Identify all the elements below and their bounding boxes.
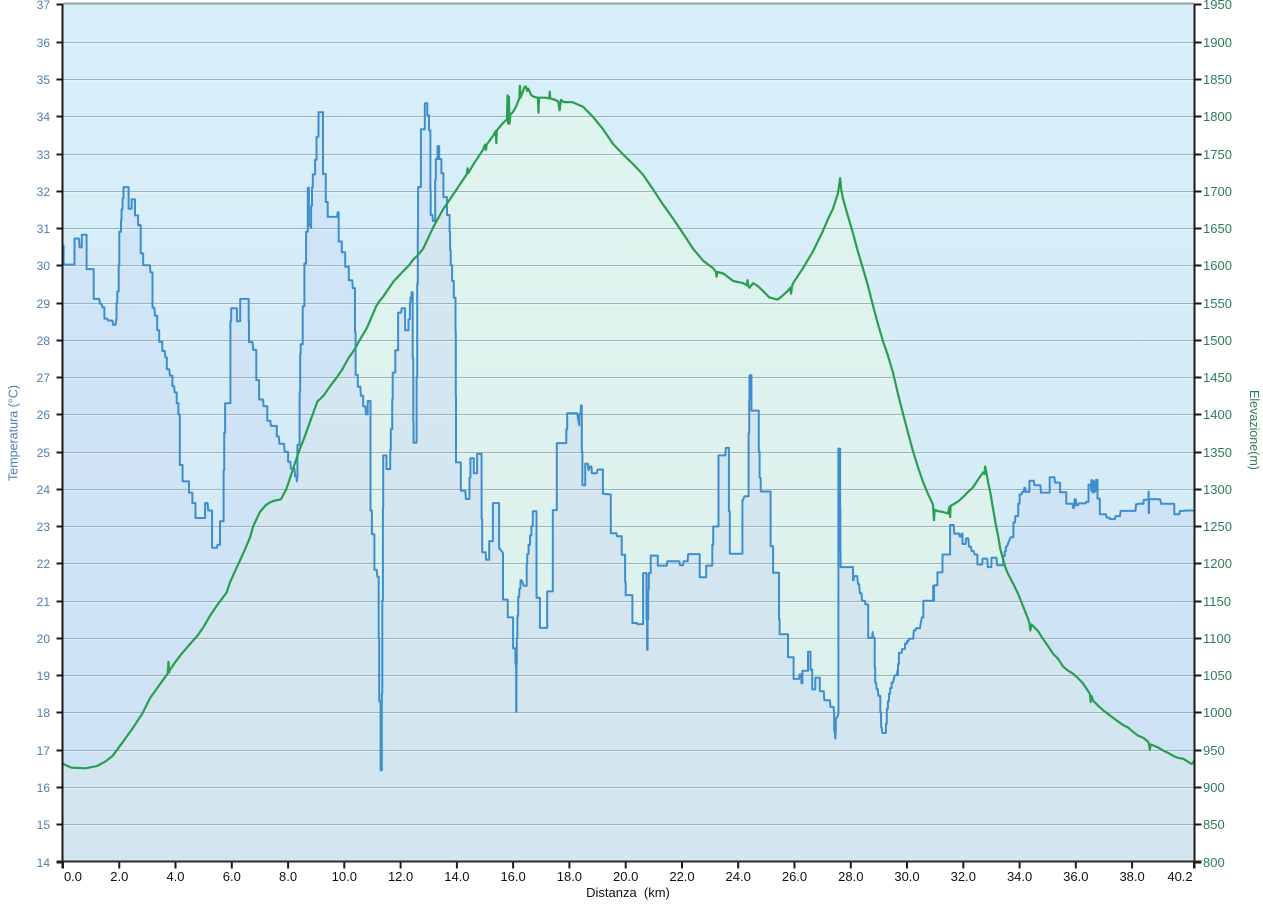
svg-text:Elevazione(m): Elevazione(m) [1247,390,1261,470]
svg-text:22.0: 22.0 [669,869,694,884]
svg-text:950: 950 [1203,743,1225,758]
svg-text:Temperatura (°C): Temperatura (°C) [7,385,21,481]
svg-text:1700: 1700 [1203,184,1232,199]
svg-text:36.0: 36.0 [1063,869,1088,884]
svg-text:14.0: 14.0 [444,869,469,884]
svg-text:0.0: 0.0 [64,869,82,884]
svg-text:1850: 1850 [1203,72,1232,87]
svg-text:22: 22 [37,557,51,571]
svg-text:Distanza (km): Distanza (km) [586,885,670,900]
svg-text:1900: 1900 [1203,35,1232,50]
svg-text:8.0: 8.0 [279,869,297,884]
svg-text:23: 23 [37,520,51,534]
svg-text:20: 20 [37,632,51,646]
svg-text:18.0: 18.0 [557,869,582,884]
svg-text:26.0: 26.0 [782,869,807,884]
svg-text:1450: 1450 [1203,370,1232,385]
svg-text:16: 16 [37,781,51,795]
svg-text:1750: 1750 [1203,147,1232,162]
svg-text:4.0: 4.0 [166,869,184,884]
svg-text:26: 26 [37,408,51,422]
svg-text:1350: 1350 [1203,445,1232,460]
svg-text:38.0: 38.0 [1119,869,1144,884]
svg-text:36: 36 [37,36,51,50]
svg-text:31: 31 [37,222,51,236]
svg-text:1200: 1200 [1203,556,1232,571]
svg-text:14: 14 [37,856,51,870]
svg-text:25: 25 [37,446,51,460]
svg-text:1650: 1650 [1203,221,1232,236]
svg-text:1600: 1600 [1203,258,1232,273]
svg-text:27: 27 [37,371,51,385]
svg-text:18: 18 [37,706,51,720]
svg-text:15: 15 [37,818,51,832]
svg-text:1150: 1150 [1203,594,1231,609]
svg-text:19: 19 [37,669,51,683]
svg-text:1250: 1250 [1203,519,1232,534]
svg-text:1300: 1300 [1203,482,1232,497]
svg-text:35: 35 [37,73,51,87]
svg-text:1550: 1550 [1203,296,1232,311]
svg-text:2.0: 2.0 [110,869,128,884]
svg-text:16.0: 16.0 [500,869,525,884]
svg-text:1950: 1950 [1203,0,1232,12]
svg-text:32.0: 32.0 [951,869,976,884]
svg-text:34.0: 34.0 [1007,869,1032,884]
svg-text:28.0: 28.0 [838,869,863,884]
svg-text:29: 29 [37,297,51,311]
svg-text:850: 850 [1203,817,1225,832]
svg-text:24.0: 24.0 [726,869,751,884]
svg-text:1400: 1400 [1203,407,1232,422]
svg-text:900: 900 [1203,780,1225,795]
svg-text:21: 21 [37,595,51,609]
svg-text:30: 30 [37,259,51,273]
svg-text:40.2: 40.2 [1167,869,1192,884]
svg-text:34: 34 [37,110,51,124]
svg-text:30.0: 30.0 [894,869,919,884]
svg-text:6.0: 6.0 [223,869,241,884]
svg-text:1800: 1800 [1203,109,1232,124]
svg-text:1500: 1500 [1203,333,1232,348]
svg-text:1100: 1100 [1203,631,1231,646]
svg-text:10.0: 10.0 [332,869,357,884]
svg-text:32: 32 [37,185,51,199]
svg-text:800: 800 [1203,855,1225,870]
svg-text:17: 17 [37,744,51,758]
svg-text:20.0: 20.0 [613,869,638,884]
svg-text:12.0: 12.0 [388,869,413,884]
svg-text:24: 24 [37,483,51,497]
svg-text:28: 28 [37,334,51,348]
svg-text:33: 33 [37,148,51,162]
svg-text:37: 37 [37,0,51,12]
svg-text:1000: 1000 [1203,705,1232,720]
svg-text:1050: 1050 [1203,668,1232,683]
